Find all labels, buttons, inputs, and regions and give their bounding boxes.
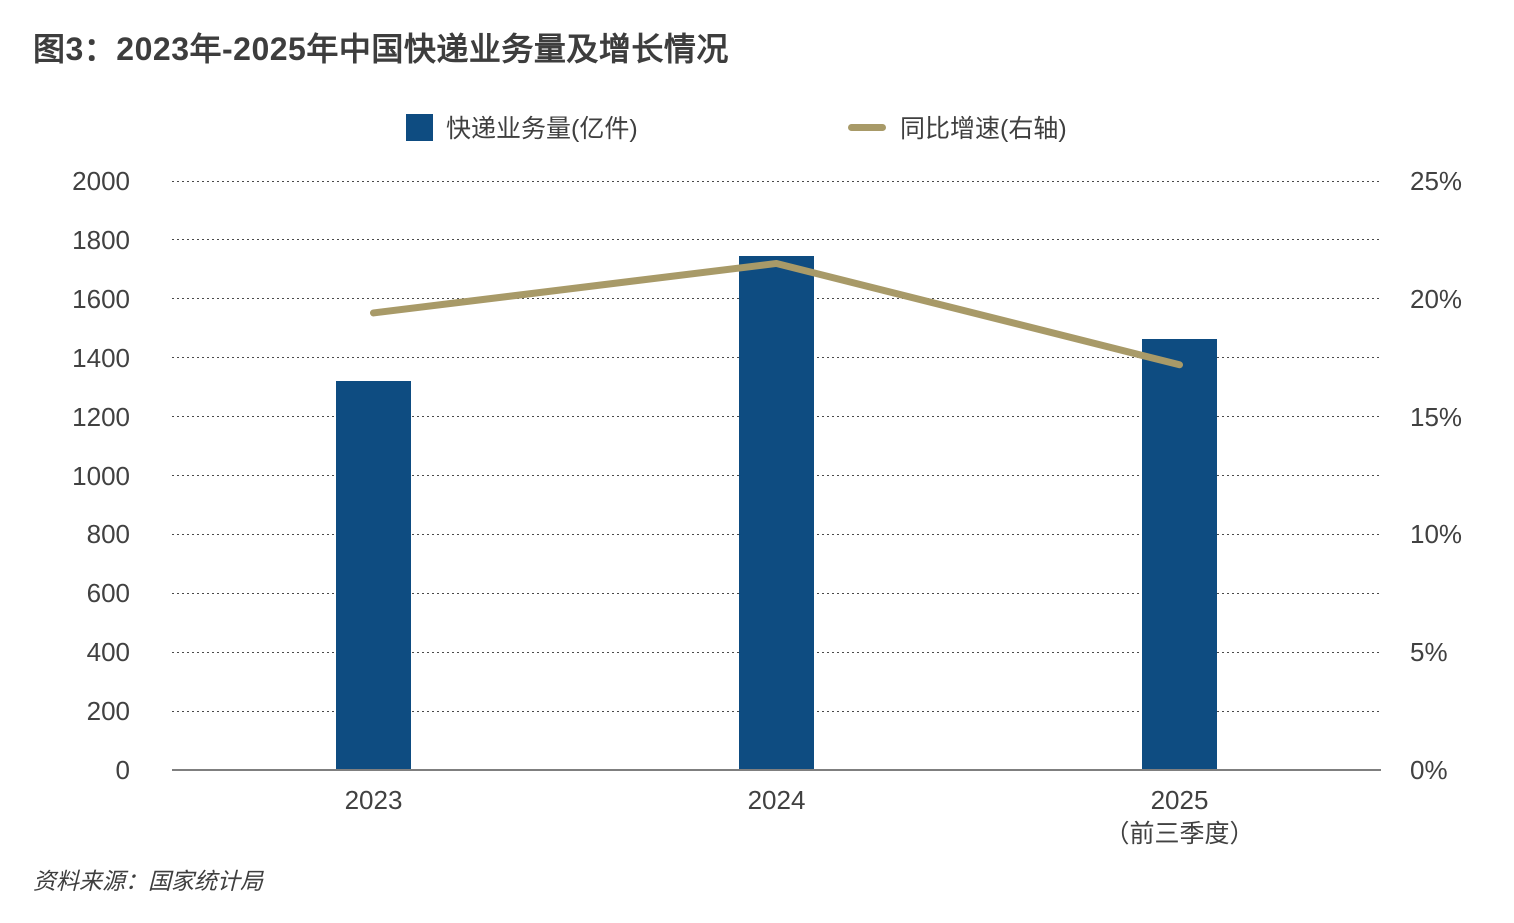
y-axis-left-tick: 600 — [86, 578, 130, 609]
bar-2024 — [739, 256, 814, 770]
y-axis-left-tick: 1000 — [72, 460, 130, 491]
y-axis-left-tick: 2000 — [72, 166, 130, 196]
y-axis-left-tick: 200 — [86, 696, 130, 727]
y-axis-right-tick: 15% — [1410, 401, 1463, 432]
legend-growth-label: 同比增速(右轴) — [900, 115, 1067, 143]
gridline — [172, 180, 1381, 182]
line-series-swatch — [848, 123, 886, 131]
x-axis-tick: 2025 （前三季度） — [980, 783, 1380, 851]
x-axis-tick: 2023 — [174, 783, 574, 817]
bar-2023 — [336, 380, 411, 770]
y-axis-left-tick: 400 — [86, 637, 130, 668]
x-axis-tick-line: 2023 — [344, 785, 403, 815]
bar-2025 — [1142, 338, 1217, 770]
y-axis-left-tick: 1400 — [72, 342, 130, 373]
figure-title: 图3：2023年-2025年中国快递业务量及增长情况 — [33, 31, 729, 67]
x-axis-tick-line: 2025 — [1150, 785, 1209, 815]
y-axis-left-tick: 1600 — [72, 283, 130, 314]
y-axis-left-tick: 1200 — [72, 401, 130, 432]
bar-series-swatch — [406, 113, 433, 141]
y-axis-right-tick: 20% — [1410, 283, 1463, 314]
y-axis-right-tick: 5% — [1410, 637, 1448, 668]
x-axis-tick: 2024 — [577, 783, 977, 817]
y-axis-right-tick: 10% — [1410, 519, 1463, 550]
legend-item-volume: 快递业务量(亿件) — [406, 112, 638, 143]
x-axis-tick-line: （前三季度） — [1104, 820, 1255, 848]
x-axis-tick-line: 2024 — [747, 785, 806, 815]
y-axis-left-tick: 800 — [86, 519, 130, 550]
y-axis-right-tick: 25% — [1410, 166, 1463, 196]
legend-volume-label: 快递业务量(亿件) — [446, 115, 638, 143]
source-note: 资料来源：国家统计局 — [33, 868, 263, 894]
legend-item-growth: 同比增速(右轴) — [848, 112, 1067, 143]
x-axis-line — [172, 769, 1381, 771]
y-axis-left-tick: 1800 — [72, 224, 130, 255]
y-axis-right-tick: 0% — [1410, 755, 1448, 785]
gridline — [172, 239, 1381, 241]
y-axis-left-tick: 0 — [115, 755, 130, 785]
